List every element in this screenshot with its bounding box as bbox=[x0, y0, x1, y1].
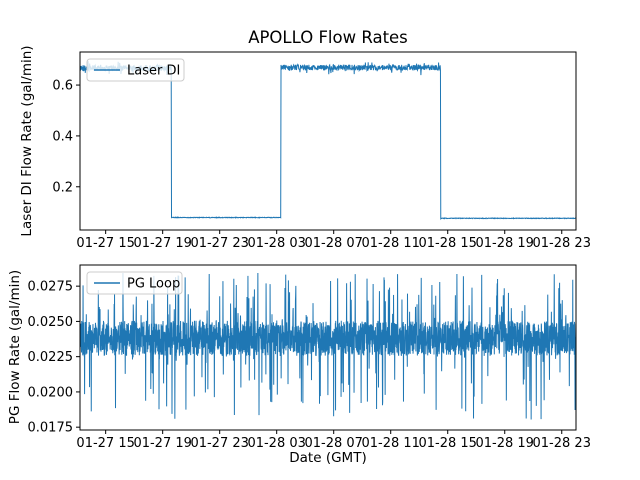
chart-title: APOLLO Flow Rates bbox=[248, 28, 408, 47]
y-tick-label: 0.0175 bbox=[28, 421, 74, 436]
x-tick-label: 01-27 19 bbox=[133, 236, 191, 251]
legend-box bbox=[86, 58, 185, 82]
axes-background bbox=[80, 52, 576, 230]
x-tick-label: 01-28 11 bbox=[361, 236, 419, 251]
x-tick-label: 01-28 07 bbox=[304, 236, 362, 251]
x-tick-label: 01-27 23 bbox=[190, 436, 248, 451]
x-tick-label: 01-28 15 bbox=[418, 436, 476, 451]
x-axis-label: Date (GMT) bbox=[289, 450, 366, 466]
legend-label: Laser DI bbox=[127, 64, 180, 79]
x-tick-label: 01-28 15 bbox=[418, 236, 476, 251]
axes-frame bbox=[79, 264, 577, 431]
axes-frame bbox=[79, 51, 577, 231]
x-tick-label: 01-27 15 bbox=[76, 436, 134, 451]
top-y-axis-label: Laser DI Flow Rate (gal/min) bbox=[19, 45, 35, 236]
x-tick-label: 01-27 23 bbox=[190, 236, 248, 251]
y-tick-label: 0.0250 bbox=[28, 315, 74, 330]
y-tick-label: 0.6 bbox=[52, 79, 73, 94]
legend-label: PG Loop bbox=[127, 277, 180, 292]
x-tick-label: 01-27 15 bbox=[76, 236, 134, 251]
x-tick-label: 01-27 19 bbox=[133, 436, 191, 451]
x-tick-label: 01-28 11 bbox=[361, 436, 419, 451]
x-tick-label: 01-28 19 bbox=[476, 436, 534, 451]
y-tick-label: 0.0275 bbox=[28, 280, 74, 295]
y-tick-label: 0.2 bbox=[52, 180, 73, 195]
y-tick-label: 0.0225 bbox=[28, 350, 74, 365]
legend: PG Loop bbox=[86, 271, 183, 295]
pg-loop-series-line bbox=[79, 272, 577, 420]
x-tick-label: 01-28 23 bbox=[533, 436, 591, 451]
legend-box bbox=[86, 271, 183, 295]
x-tick-label: 01-28 03 bbox=[247, 236, 305, 251]
x-tick-label: 01-28 03 bbox=[247, 436, 305, 451]
x-tick-label: 01-28 23 bbox=[533, 236, 591, 251]
y-tick-label: 0.4 bbox=[52, 129, 73, 144]
y-tick-label: 0.0200 bbox=[28, 385, 74, 400]
x-tick-label: 01-28 19 bbox=[476, 236, 534, 251]
legend: Laser DI bbox=[86, 58, 185, 82]
x-tick-label: 01-28 07 bbox=[304, 436, 362, 451]
bottom-y-axis-label: PG Flow Rate (gal/min) bbox=[7, 270, 23, 424]
